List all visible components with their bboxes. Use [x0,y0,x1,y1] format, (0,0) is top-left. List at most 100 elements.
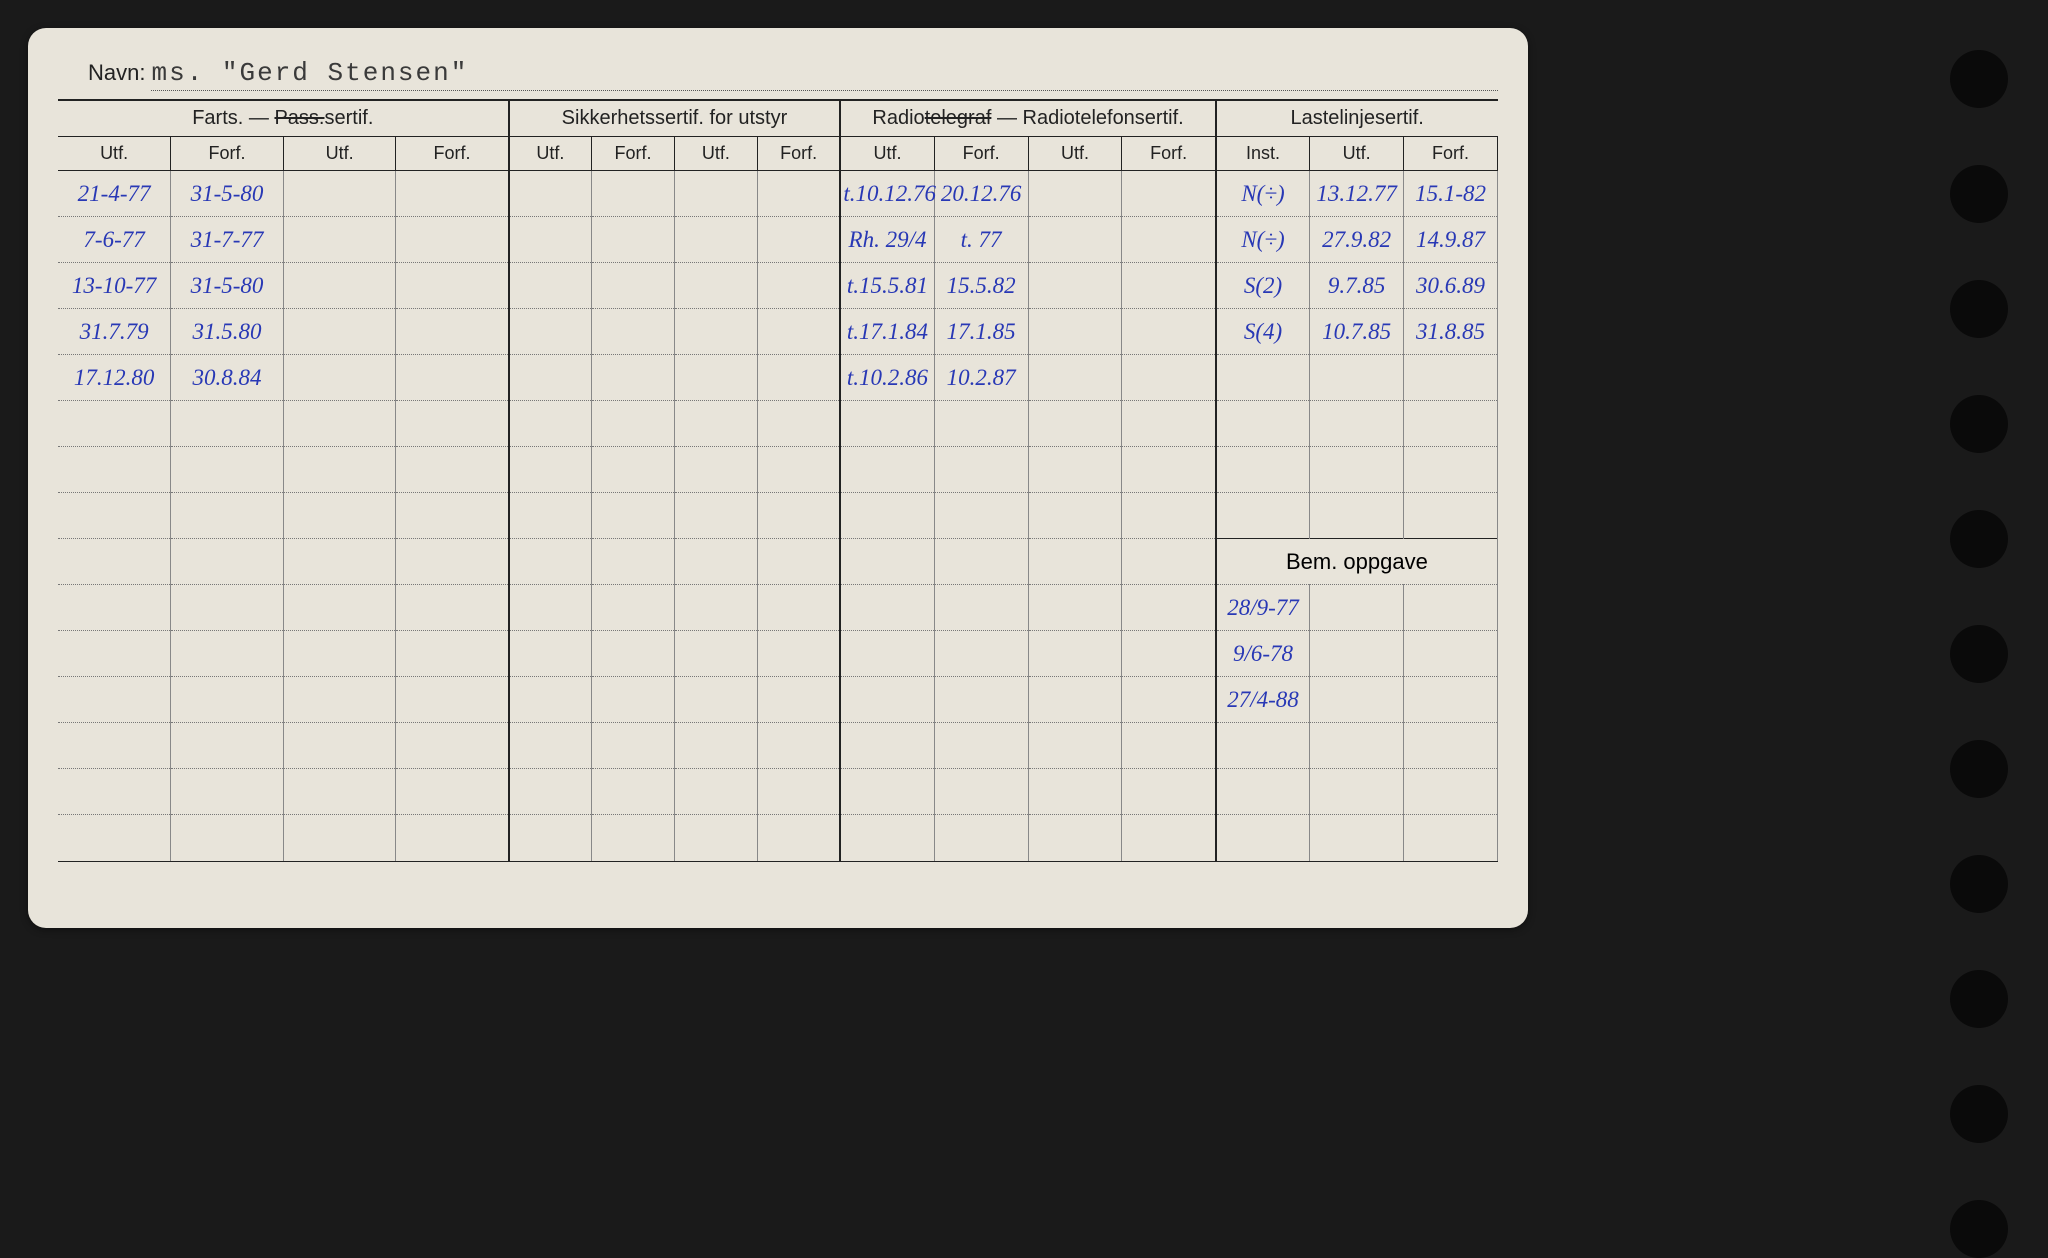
cell [509,355,592,401]
punch-hole [1950,970,2008,1028]
cell: 7-6-77 [58,217,171,263]
cell [934,723,1028,769]
handwritten-value: 21-4-77 [78,181,151,206]
cell [1122,447,1216,493]
cell [1122,723,1216,769]
cell [396,171,509,217]
handwritten-value: 7-6-77 [83,227,144,252]
col-radio-utf2: Utf. [1028,137,1122,171]
handwritten-value: 15.1-82 [1415,181,1486,206]
handwritten-value: t.17.1.84 [847,319,928,344]
table-row [58,447,1498,493]
cell [509,309,592,355]
cell [1122,401,1216,447]
col-farts-utf1: Utf. [58,137,171,171]
cell: S(4) [1216,309,1310,355]
table-row: 7-6-7731-7-77Rh. 29/4t. 77N(÷)27.9.8214.… [58,217,1498,263]
cell [283,769,396,815]
cell [674,585,757,631]
cell: N(÷) [1216,171,1310,217]
col-sik-forf2: Forf. [757,137,840,171]
punch-hole [1950,1200,2008,1258]
cell [509,769,592,815]
cell [592,171,675,217]
cell [283,401,396,447]
cell [757,769,840,815]
cell [674,217,757,263]
cell [58,677,171,723]
cell [1122,263,1216,309]
cell [171,401,284,447]
cell [58,769,171,815]
col-radio-utf1: Utf. [840,137,934,171]
handwritten-value: S(2) [1244,273,1282,298]
cell [1122,171,1216,217]
record-card: Navn: ms. "Gerd Stensen" Farts. — Pass.s… [28,28,1528,928]
cell [934,677,1028,723]
handwritten-value: t.15.5.81 [847,273,928,298]
cell [1310,355,1404,401]
cell [58,539,171,585]
bem-cell [1310,677,1404,723]
handwritten-value: 15.5.82 [947,273,1016,298]
cell [509,539,592,585]
cell [934,815,1028,861]
cell: t.10.12.76 [840,171,934,217]
handwritten-value: 30.6.89 [1416,273,1485,298]
cell [1028,493,1122,539]
cell [592,631,675,677]
cell: t.17.1.84 [840,309,934,355]
cell [592,401,675,447]
cell [1404,447,1498,493]
subheader-row: Utf. Forf. Utf. Forf. Utf. Forf. Utf. Fo… [58,137,1498,171]
cell [934,631,1028,677]
cell [1028,631,1122,677]
cell [674,493,757,539]
table-row [58,401,1498,447]
cell [1122,355,1216,401]
bem-cell [1310,769,1404,815]
cell [592,309,675,355]
cell [1122,493,1216,539]
cell [396,401,509,447]
bem-cell [1404,815,1498,861]
punch-hole [1950,395,2008,453]
col-farts-utf2: Utf. [283,137,396,171]
cell [283,493,396,539]
cell [1216,355,1310,401]
cell: 14.9.87 [1404,217,1498,263]
cell [1028,263,1122,309]
cell [396,447,509,493]
table-row [58,493,1498,539]
cell [283,585,396,631]
cell [171,723,284,769]
cell: 15.5.82 [934,263,1028,309]
cell [283,815,396,861]
cell [509,677,592,723]
handwritten-value: Rh. 29/4 [849,227,927,252]
bem-cell [1310,585,1404,631]
handwritten-value: N(÷) [1241,227,1284,252]
cell: 31-5-80 [171,171,284,217]
cell: 31.7.79 [58,309,171,355]
table-row: 17.12.8030.8.84t.10.2.8610.2.87 [58,355,1498,401]
binder-holes [1950,50,2008,1258]
cell [1028,401,1122,447]
handwritten-value: 10.2.87 [947,365,1016,390]
handwritten-value: 31-5-80 [191,181,264,206]
cell [840,493,934,539]
cell: 31.8.85 [1404,309,1498,355]
cell [757,723,840,769]
cell [1216,493,1310,539]
cell [1122,631,1216,677]
cell: t. 77 [934,217,1028,263]
grid: Farts. — Pass.sertif. Sikkerhetssertif. … [58,101,1498,861]
punch-hole [1950,510,2008,568]
cell: 31-7-77 [171,217,284,263]
cell: N(÷) [1216,217,1310,263]
table-row: Bem. oppgave [58,539,1498,585]
cell [934,539,1028,585]
handwritten-value: 9.7.85 [1328,273,1386,298]
bem-cell [1404,585,1498,631]
handwritten-value: 31-5-80 [191,273,264,298]
